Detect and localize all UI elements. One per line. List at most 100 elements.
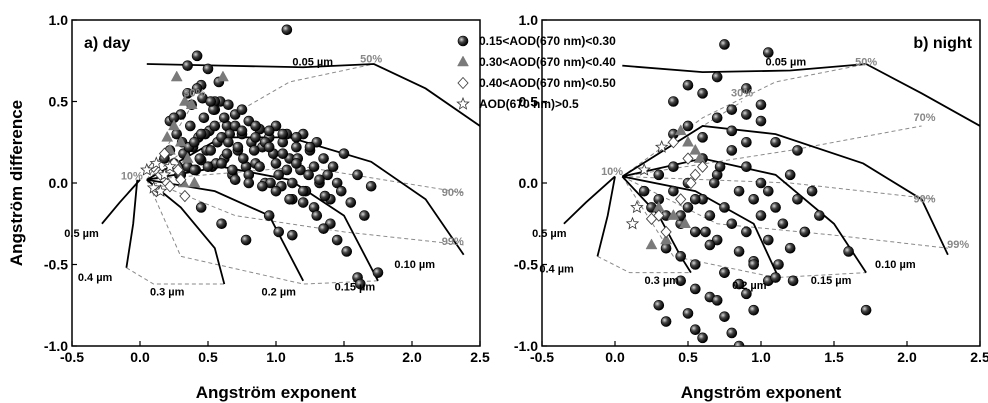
data-point bbox=[223, 136, 234, 148]
data-point bbox=[668, 161, 679, 172]
x-tick-label: 1.5 bbox=[824, 349, 844, 365]
data-point bbox=[667, 209, 680, 220]
data-point bbox=[273, 226, 285, 238]
fine-fraction-line bbox=[622, 175, 937, 200]
data-point bbox=[748, 304, 760, 316]
data-point bbox=[164, 180, 176, 193]
data-point bbox=[257, 180, 268, 192]
size-curve bbox=[596, 176, 616, 257]
data-point bbox=[263, 125, 275, 137]
data-point bbox=[860, 304, 872, 316]
data-point bbox=[682, 202, 694, 213]
size-curve bbox=[101, 179, 141, 225]
data-point bbox=[318, 153, 329, 164]
size-curve-label: 0.3 µm bbox=[644, 275, 679, 287]
data-point bbox=[456, 96, 470, 110]
data-point bbox=[281, 164, 293, 176]
data-point bbox=[170, 70, 183, 82]
size-curve-label: 0.10 µm bbox=[394, 259, 435, 271]
data-point bbox=[792, 194, 803, 205]
data-point bbox=[372, 267, 384, 278]
data-point bbox=[250, 120, 261, 132]
data-point bbox=[726, 125, 738, 137]
data-point bbox=[338, 148, 350, 159]
data-point bbox=[689, 324, 701, 336]
y-axis-title: Angström difference bbox=[7, 100, 26, 266]
data-point bbox=[667, 136, 680, 149]
data-point bbox=[697, 88, 708, 99]
data-point bbox=[198, 112, 210, 124]
data-point bbox=[168, 119, 180, 131]
data-point bbox=[711, 234, 723, 246]
fraction-label: 50% bbox=[360, 53, 382, 65]
legend: 0.15<AOD(670 nm)<0.30 0.30<AOD(670 nm)<0.… bbox=[456, 34, 616, 111]
size-curve-label: 0.3 µm bbox=[150, 286, 185, 298]
data-point bbox=[194, 153, 206, 164]
data-point bbox=[719, 267, 730, 278]
data-point bbox=[668, 185, 679, 197]
data-point bbox=[178, 94, 191, 106]
series-triangle bbox=[645, 124, 706, 250]
data-point bbox=[637, 162, 651, 176]
size-curve-label: 0.15 µm bbox=[335, 282, 376, 294]
legend-marker-diamond bbox=[457, 76, 469, 90]
y-tick-label: 1.0 bbox=[519, 12, 539, 28]
legend-label: AOD(670 nm)>0.5 bbox=[479, 97, 579, 111]
data-point bbox=[174, 135, 187, 147]
fine-fraction-line bbox=[146, 179, 464, 246]
data-point bbox=[733, 340, 745, 346]
data-point bbox=[308, 161, 320, 172]
data-point bbox=[205, 145, 217, 156]
y-tick-label: -1.0 bbox=[44, 338, 68, 354]
data-point bbox=[645, 212, 658, 226]
data-point bbox=[784, 242, 796, 254]
size-curve-label: 0.5 µm bbox=[532, 228, 567, 240]
panel-label: a) day bbox=[84, 35, 130, 52]
data-point bbox=[741, 288, 752, 300]
panel-label: b) night bbox=[913, 35, 972, 52]
data-point bbox=[365, 180, 377, 192]
data-point bbox=[331, 234, 343, 246]
data-point bbox=[689, 143, 702, 155]
data-point bbox=[741, 226, 752, 238]
data-point bbox=[236, 104, 248, 115]
data-point bbox=[273, 169, 285, 181]
size-curve-label: 0.05 µm bbox=[766, 57, 807, 69]
x-tick-label: -0.5 bbox=[60, 349, 84, 365]
data-point bbox=[216, 218, 227, 230]
x-tick-label: 0.5 bbox=[198, 349, 218, 365]
data-point bbox=[161, 130, 174, 142]
data-point bbox=[770, 272, 781, 283]
data-point bbox=[748, 259, 760, 270]
data-point bbox=[163, 159, 177, 173]
fraction-label: 90% bbox=[442, 187, 464, 199]
x-tick-label: 0.0 bbox=[130, 349, 150, 365]
data-point bbox=[277, 128, 289, 140]
data-point bbox=[714, 161, 726, 172]
data-point bbox=[189, 136, 200, 148]
legend-marker-star bbox=[456, 96, 470, 110]
data-point bbox=[277, 148, 289, 159]
data-point bbox=[711, 71, 723, 83]
data-point bbox=[227, 164, 238, 176]
size-curve-label: 0.05 µm bbox=[292, 57, 333, 69]
x-tick-label: -0.5 bbox=[530, 349, 554, 365]
data-point bbox=[250, 132, 261, 143]
data-point bbox=[297, 185, 309, 197]
data-point bbox=[327, 161, 339, 172]
data-point bbox=[755, 177, 767, 189]
data-point bbox=[185, 98, 198, 110]
data-point bbox=[284, 194, 295, 205]
data-point bbox=[689, 194, 701, 205]
x-tick-label: 2.5 bbox=[470, 349, 490, 365]
y-tick-label: 1.0 bbox=[49, 12, 69, 28]
data-point bbox=[287, 229, 298, 241]
data-point bbox=[229, 174, 241, 186]
data-point bbox=[762, 185, 774, 197]
data-point bbox=[182, 60, 193, 71]
data-point bbox=[157, 167, 172, 181]
data-point bbox=[689, 283, 701, 295]
data-point bbox=[726, 218, 738, 230]
data-point bbox=[185, 120, 196, 132]
